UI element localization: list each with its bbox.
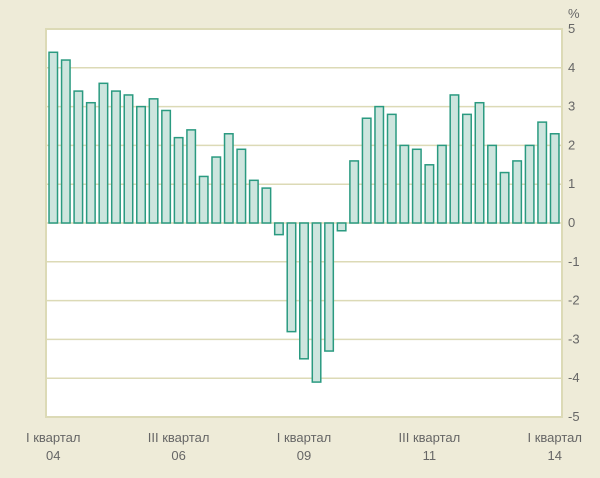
x-tick-label: I квартал [277, 430, 331, 445]
x-tick-year: 06 [171, 448, 185, 463]
bar-2005-Q1 [98, 82, 109, 224]
bar-2013-Q4 [537, 121, 548, 224]
y-tick-label: -2 [568, 293, 580, 308]
bar-2013-Q1 [499, 171, 510, 224]
x-tick-year: 11 [423, 448, 437, 463]
bar-2008-Q3 [273, 222, 284, 236]
bar-2006-Q3 [173, 136, 184, 224]
bar-2012-Q2 [461, 113, 472, 224]
bar-2010-Q2 [361, 117, 372, 224]
bar-2011-Q4 [436, 144, 447, 224]
y-tick-label: 5 [568, 21, 575, 36]
bar-2012-Q4 [487, 144, 498, 224]
bar-2011-Q3 [424, 164, 435, 224]
bar-2009-Q4 [336, 222, 347, 232]
bar-2008-Q1 [248, 179, 259, 224]
bar-2006-Q1 [148, 98, 159, 224]
x-tick-label: III квартал [399, 430, 461, 445]
bar-2012-Q1 [449, 94, 460, 224]
y-tick-label: -5 [568, 409, 580, 424]
y-tick-label: 4 [568, 60, 575, 75]
y-axis-unit-label: % [568, 6, 580, 21]
bar-2006-Q2 [161, 109, 172, 224]
bar-2005-Q3 [123, 94, 134, 224]
bar-2013-Q3 [524, 144, 535, 224]
bar-2012-Q3 [474, 101, 485, 224]
x-tick-label: I квартал [527, 430, 581, 445]
y-tick-label: -1 [568, 254, 580, 269]
x-tick-label: III квартал [148, 430, 210, 445]
x-tick-year: 04 [46, 448, 60, 463]
y-tick-label: 0 [568, 215, 575, 230]
bar-2004-Q4 [85, 101, 96, 224]
bar-2010-Q1 [349, 160, 360, 224]
bar-2008-Q2 [261, 187, 272, 224]
x-tick-year: 14 [547, 448, 561, 463]
bar-2010-Q4 [386, 113, 397, 224]
bar-2011-Q2 [411, 148, 422, 224]
bar-2009-Q3 [324, 222, 335, 352]
bar-2014-Q1 [549, 133, 560, 224]
bar-2004-Q2 [60, 59, 71, 224]
bar-2007-Q3 [223, 133, 234, 224]
bar-2009-Q2 [311, 222, 322, 383]
bar-2008-Q4 [286, 222, 297, 333]
bar-2006-Q4 [186, 129, 197, 224]
y-tick-label: -3 [568, 331, 580, 346]
bar-2010-Q3 [374, 105, 385, 224]
y-tick-label: 1 [568, 176, 575, 191]
bar-2007-Q2 [211, 156, 222, 224]
bar-2007-Q4 [236, 148, 247, 224]
bar-2005-Q2 [110, 90, 121, 224]
y-tick-label: -4 [568, 370, 580, 385]
y-tick-label: 3 [568, 99, 575, 114]
bar-2004-Q3 [73, 90, 84, 224]
x-tick-label: I квартал [26, 430, 80, 445]
y-tick-label: 2 [568, 137, 575, 152]
bar-2007-Q1 [198, 175, 209, 224]
bar-2005-Q4 [136, 105, 147, 224]
bar-2011-Q1 [399, 144, 410, 224]
bar-2004-Q1 [48, 51, 59, 224]
x-tick-year: 09 [297, 448, 311, 463]
bar-2009-Q1 [299, 222, 309, 360]
bar-2013-Q2 [512, 160, 523, 224]
